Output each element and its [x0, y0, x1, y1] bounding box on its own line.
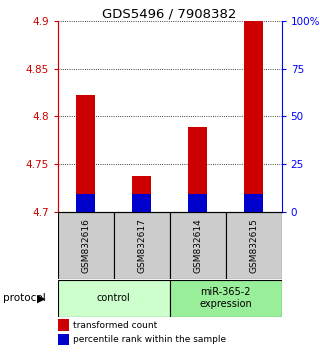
Bar — [244, 194, 263, 212]
Title: GDS5496 / 7908382: GDS5496 / 7908382 — [102, 7, 237, 20]
Bar — [58, 319, 69, 331]
Bar — [188, 127, 207, 212]
Bar — [226, 212, 282, 279]
Bar — [170, 280, 282, 316]
Bar — [244, 21, 263, 212]
Text: GSM832615: GSM832615 — [249, 218, 258, 273]
Text: control: control — [97, 293, 131, 303]
Bar — [188, 194, 207, 212]
Bar — [170, 212, 226, 279]
Bar — [132, 176, 151, 212]
Bar — [58, 334, 69, 346]
Bar — [76, 96, 95, 212]
Text: GSM832617: GSM832617 — [137, 218, 146, 273]
Bar — [114, 212, 170, 279]
Text: percentile rank within the sample: percentile rank within the sample — [73, 335, 227, 344]
Bar — [132, 194, 151, 212]
Text: protocol: protocol — [3, 293, 46, 303]
Text: miR-365-2
expression: miR-365-2 expression — [199, 287, 252, 309]
Text: ▶: ▶ — [37, 293, 46, 303]
Bar — [76, 194, 95, 212]
Text: transformed count: transformed count — [73, 320, 157, 330]
Bar — [58, 280, 170, 316]
Bar — [58, 212, 114, 279]
Text: GSM832616: GSM832616 — [81, 218, 90, 273]
Text: GSM832614: GSM832614 — [193, 218, 202, 273]
